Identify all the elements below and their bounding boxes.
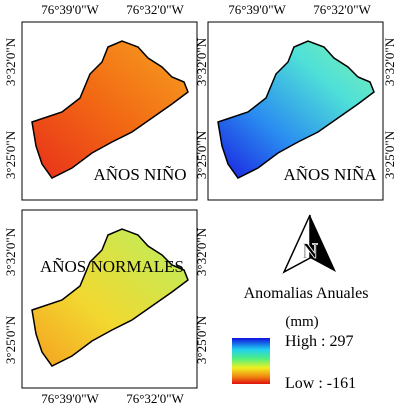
basin [217, 40, 375, 179]
frame [207, 21, 384, 201]
lon-label: 76°32'0"W [126, 2, 184, 17]
coordinates: 76°39'0"W 76°32'0"W 76°39'0"W 76°32'0"W … [3, 2, 397, 406]
lon-label: 76°39'0"W [41, 391, 99, 406]
panel-label: AÑOS NIÑO [93, 165, 186, 184]
lon-label: 76°32'0"W [126, 391, 184, 406]
legend-title: Anomalias Anuales [244, 285, 369, 302]
lon-label: 76°39'0"W [41, 2, 99, 17]
lat-label: 3°32'0"N [3, 37, 18, 86]
legend-unit: (mm) [285, 314, 318, 330]
lat-label: 3°25'0"N [3, 130, 18, 179]
lat-label: 3°32'0"N [3, 227, 18, 276]
north-arrow: N [282, 214, 336, 274]
lon-label: 76°39'0"W [228, 2, 286, 17]
basin [31, 228, 189, 367]
basin [31, 40, 189, 179]
legend-low: Low : -161 [285, 375, 356, 392]
lat-label: 3°32'0"N [382, 37, 397, 86]
panel-nina: AÑOS NIÑA [207, 21, 384, 201]
legend-high: High : 297 [285, 333, 353, 350]
legend: Anomalias Anuales (mm) High : 297 Low : … [232, 285, 368, 392]
panel-label: AÑOS NIÑA [283, 165, 377, 184]
frame [21, 209, 198, 389]
lat-label: 3°32'0"N [194, 227, 209, 276]
lat-label: 3°32'0"N [194, 37, 209, 86]
color-ramp [232, 338, 270, 384]
panel-normales: AÑOS NORMALES [21, 209, 198, 389]
lat-label: 3°25'0"N [3, 315, 18, 364]
lat-label: 3°25'0"N [382, 130, 397, 179]
panel-label: AÑOS NORMALES [40, 257, 184, 276]
panel-nino: AÑOS NIÑO [21, 21, 198, 201]
lat-label: 3°25'0"N [194, 130, 209, 179]
arrow-right [310, 215, 336, 272]
lon-label: 76°32'0"W [313, 2, 371, 17]
frame [21, 21, 198, 201]
north-letter: N [302, 238, 318, 263]
lat-label: 3°25'0"N [194, 315, 209, 364]
